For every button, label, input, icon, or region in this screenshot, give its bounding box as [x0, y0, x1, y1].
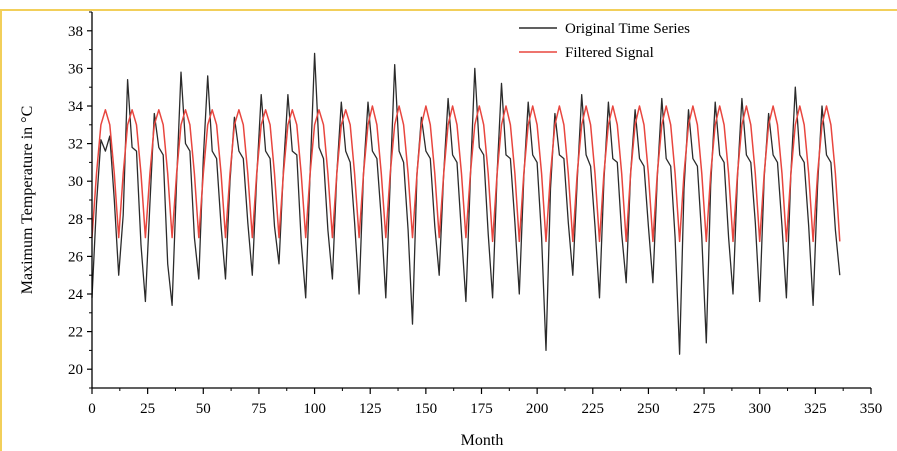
- x-tick-label: 275: [693, 401, 716, 417]
- y-tick-label: 36: [68, 61, 84, 77]
- y-tick-label: 26: [68, 249, 84, 265]
- x-tick-label: 300: [748, 401, 771, 417]
- series-layer: [91, 52, 841, 355]
- y-tick-label: 24: [68, 287, 84, 303]
- x-tick-label: 250: [637, 401, 660, 417]
- x-tick-label: 200: [526, 401, 549, 417]
- y-tick-label: 22: [68, 325, 83, 341]
- x-tick-label: 75: [251, 401, 266, 417]
- y-tick-label: 20: [68, 362, 83, 378]
- x-tick-label: 225: [582, 401, 605, 417]
- legend-label-original: Original Time Series: [565, 21, 690, 37]
- axes-layer: 20 22 24 26 28 30 32 34 36 38 0 25 50 75 100 125 150 175 2…: [68, 11, 883, 417]
- x-tick-label: 50: [196, 401, 211, 417]
- legend-label-filtered: Filtered Signal: [565, 45, 654, 61]
- x-tick-label: 25: [140, 401, 155, 417]
- series-line-filtered: [91, 105, 841, 243]
- legend: Original Time Series Filtered Signal: [519, 21, 690, 61]
- x-tick-label: 350: [860, 401, 883, 417]
- y-tick-label: 38: [68, 24, 83, 40]
- y-tick-label: 30: [68, 174, 83, 190]
- x-tick-label: 175: [470, 401, 493, 417]
- series-line-original: [91, 52, 841, 355]
- x-tick-label: 125: [359, 401, 382, 417]
- x-tick-label: 0: [88, 401, 96, 417]
- x-axis-title: Month: [461, 432, 504, 449]
- y-tick-label: 28: [68, 212, 83, 228]
- x-tick-label: 325: [804, 401, 827, 417]
- y-tick-label: 34: [68, 99, 84, 115]
- x-tick-label: 150: [415, 401, 438, 417]
- y-tick-label: 32: [68, 137, 83, 153]
- x-tick-label: 100: [303, 401, 326, 417]
- y-axis-title: Maximum Temperature in °C: [19, 106, 36, 295]
